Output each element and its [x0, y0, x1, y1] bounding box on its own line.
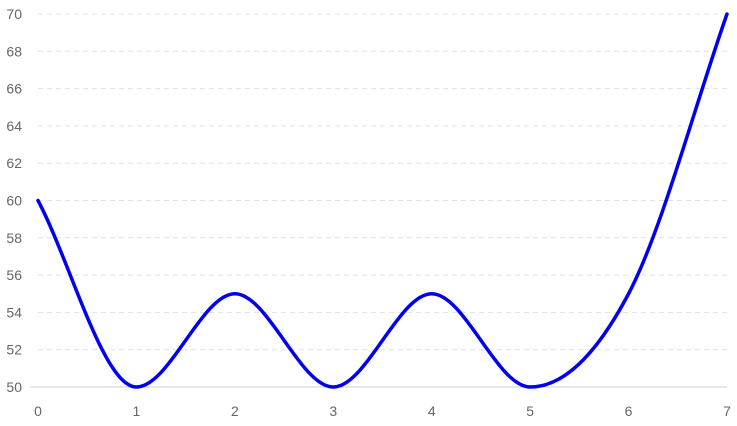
x-tick-label: 2	[231, 403, 239, 419]
y-axis-ticks: 50 52 54 56 58 60 62 64 66 68 70	[6, 6, 22, 395]
y-tick-label: 58	[6, 230, 22, 246]
x-axis-ticks: 0 1 2 3 4 5 6 7	[34, 403, 731, 419]
series-line	[36, 12, 729, 389]
x-tick-label: 1	[133, 403, 141, 419]
grid-lines	[38, 13, 727, 351]
x-tick-label: 0	[34, 403, 42, 419]
y-tick-label: 66	[6, 81, 22, 97]
x-tick-label: 4	[428, 403, 436, 419]
x-tick-label: 6	[625, 403, 633, 419]
y-tick-label: 62	[6, 155, 22, 171]
y-tick-label: 50	[6, 379, 22, 395]
y-tick-label: 60	[6, 193, 22, 209]
y-tick-label: 68	[6, 43, 22, 59]
y-tick-label: 56	[6, 267, 22, 283]
x-tick-label: 5	[526, 403, 534, 419]
y-tick-label: 64	[6, 118, 22, 134]
series-group	[36, 12, 729, 389]
x-tick-label: 3	[329, 403, 337, 419]
x-tick-label: 7	[723, 403, 731, 419]
y-tick-label: 54	[6, 304, 22, 320]
y-tick-label: 52	[6, 342, 22, 358]
y-tick-label: 70	[6, 6, 22, 22]
